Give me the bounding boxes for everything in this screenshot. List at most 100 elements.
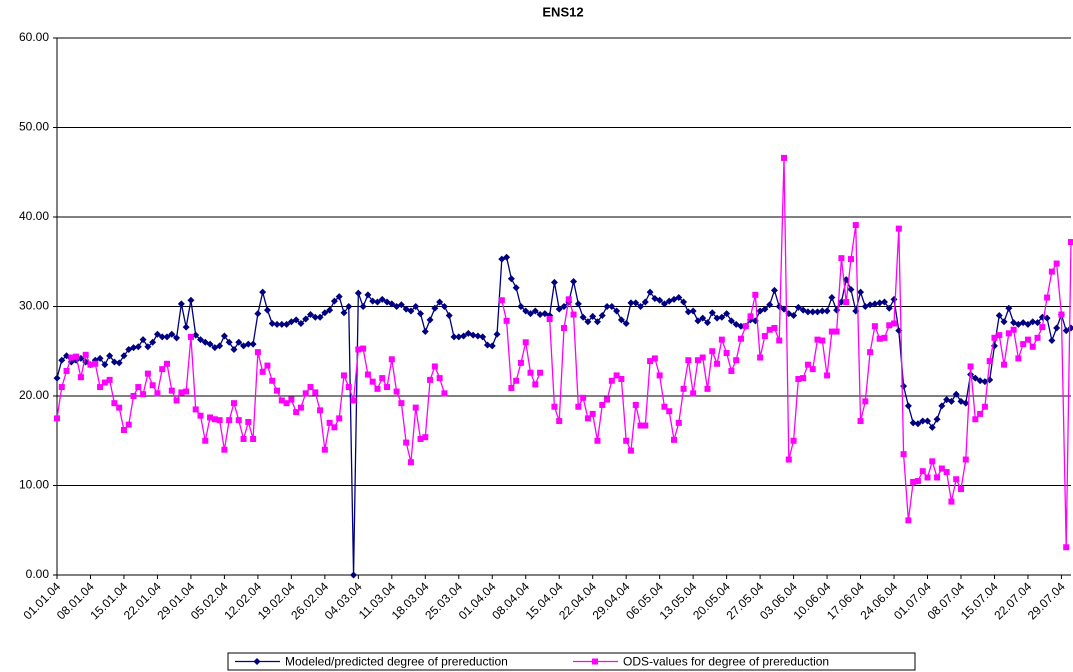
point-marker (488, 342, 496, 350)
point-marker (96, 354, 104, 362)
point-marker (111, 400, 118, 407)
point-marker (369, 297, 377, 305)
point-marker (1039, 324, 1046, 331)
point-marker (536, 311, 544, 319)
point-marker (173, 397, 180, 404)
point-marker (230, 400, 237, 407)
point-marker (929, 458, 936, 465)
point-marker (804, 308, 812, 316)
y-tick-label: 20.00 (19, 388, 49, 402)
point-marker (589, 312, 597, 320)
point-marker (58, 356, 66, 364)
point-marker (273, 320, 281, 328)
point-marker (441, 390, 448, 397)
point-marker (656, 372, 663, 379)
point-marker (928, 423, 936, 431)
point-marker (330, 297, 338, 305)
point-marker (570, 311, 577, 318)
point-marker (436, 298, 444, 306)
point-marker (431, 363, 438, 370)
point-marker (63, 367, 70, 374)
point-marker (230, 345, 238, 353)
point-marker (254, 349, 261, 356)
chart-title: ENS12 (542, 4, 583, 19)
point-marker (728, 367, 735, 374)
point-marker (326, 419, 333, 426)
point-marker (575, 403, 582, 410)
point-marker (574, 300, 582, 308)
point-marker (737, 322, 745, 330)
point-marker (785, 456, 792, 463)
point-marker (1024, 320, 1032, 328)
point-marker (250, 435, 257, 442)
legend-label: ODS-values for degree of prereduction (623, 655, 829, 669)
point-marker (259, 368, 266, 375)
point-marker (895, 225, 902, 232)
point-marker (900, 382, 908, 390)
point-marker (589, 410, 596, 417)
point-marker (1034, 334, 1041, 341)
point-marker (962, 456, 969, 463)
point-marker (924, 474, 931, 481)
point-marker (556, 418, 563, 425)
point-marker (666, 408, 673, 415)
point-marker (1029, 343, 1036, 350)
point-marker (373, 298, 381, 306)
point-marker (340, 372, 347, 379)
point-marker (216, 417, 223, 424)
point-marker (388, 300, 396, 308)
point-marker (54, 415, 60, 422)
point-marker (881, 334, 888, 341)
point-marker (483, 341, 491, 349)
point-marker (904, 402, 912, 410)
point-marker (771, 324, 778, 331)
series-line (56, 157, 1072, 548)
point-marker (847, 285, 855, 293)
point-marker (790, 311, 798, 319)
point-marker (919, 417, 927, 425)
point-marker (857, 288, 865, 296)
point-marker (761, 333, 768, 340)
point-marker (259, 288, 267, 296)
point-marker (948, 498, 955, 505)
point-marker (823, 307, 831, 315)
point-marker (718, 336, 725, 343)
point-marker (92, 360, 99, 367)
point-marker (355, 346, 362, 353)
point-marker (900, 451, 907, 458)
point-marker (795, 375, 802, 382)
point-marker (871, 323, 878, 330)
point-marker (1024, 336, 1031, 343)
point-marker (192, 331, 200, 339)
point-marker (149, 338, 157, 346)
point-marker (1005, 330, 1012, 337)
point-marker (522, 307, 530, 315)
point-marker (637, 303, 645, 310)
point-marker (225, 338, 233, 346)
point-marker (87, 361, 94, 368)
point-marker (450, 333, 458, 341)
point-marker (101, 361, 109, 369)
point-marker (857, 418, 864, 425)
point-marker (819, 337, 826, 344)
point-marker (608, 303, 616, 310)
point-marker (828, 328, 835, 335)
point-marker (106, 376, 113, 383)
point-marker (359, 303, 367, 310)
point-marker (202, 437, 209, 444)
legend-marker (253, 658, 261, 665)
point-marker (388, 356, 395, 363)
point-marker (867, 349, 874, 356)
point-marker (168, 387, 175, 394)
point-marker (909, 419, 917, 427)
point-marker (116, 404, 123, 411)
point-marker (766, 326, 773, 333)
point-marker (220, 332, 228, 340)
point-marker (862, 398, 869, 405)
point-marker (207, 414, 214, 421)
point-marker (766, 301, 774, 309)
point-marker (297, 404, 304, 411)
point-marker (106, 352, 114, 360)
point-marker (938, 465, 945, 472)
point-marker (153, 330, 161, 338)
